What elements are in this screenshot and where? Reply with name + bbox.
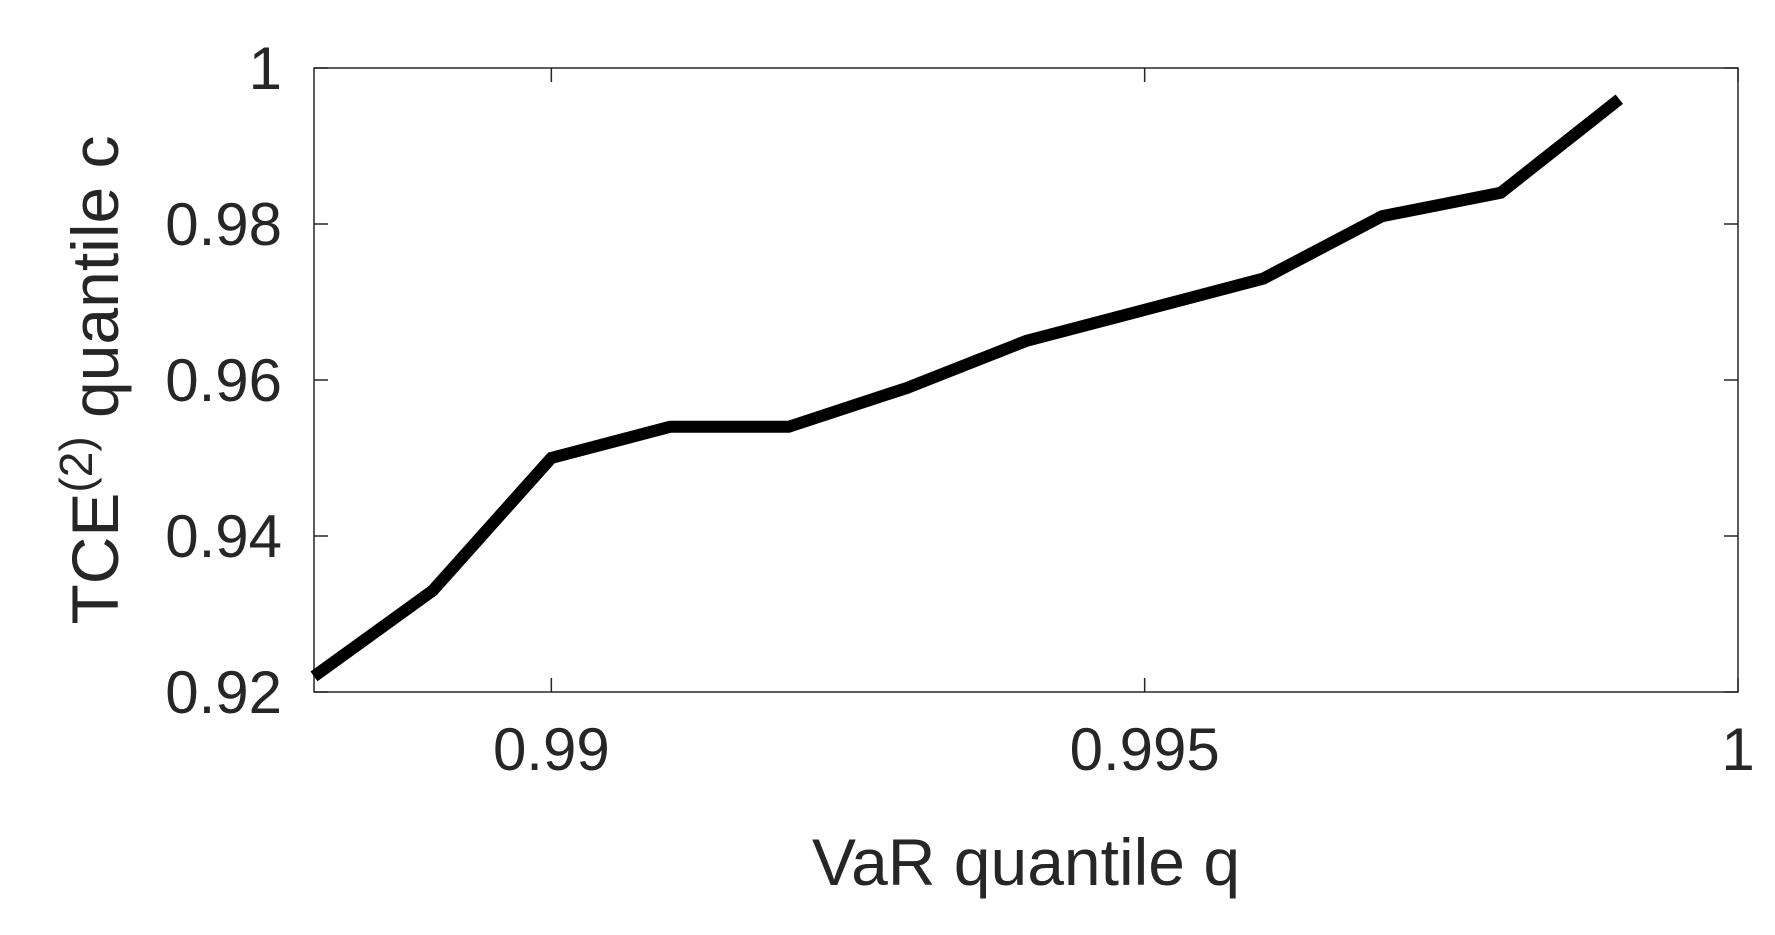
- y-axis-label-superscript: (2): [50, 436, 102, 492]
- x-tick-label: 0.995: [1070, 716, 1220, 783]
- x-tick-labels: 0.99 0.995 1: [493, 716, 1755, 783]
- x-axis-label: VaR quantile q: [812, 825, 1240, 899]
- y-tick-label: 1: [249, 35, 282, 102]
- y-tick-label: 0.92: [165, 659, 282, 726]
- y-tick-label: 0.98: [165, 191, 282, 258]
- x-tick-label: 1: [1721, 716, 1754, 783]
- series-line: [310, 94, 1624, 682]
- x-tick-label: 0.99: [493, 716, 610, 783]
- y-tick-label: 0.96: [165, 347, 282, 414]
- plot-area-frame: [313, 67, 1739, 693]
- y-axis-label-main: TCE: [58, 493, 132, 625]
- y-axis-label: TCE(2) quantile c: [50, 135, 132, 624]
- y-tick-label: 0.94: [165, 503, 282, 570]
- y-axis-label-suffix: quantile c: [58, 135, 132, 436]
- y-tick-labels: 0.92 0.94 0.96 0.98 1: [165, 35, 282, 726]
- ticks-layer: [314, 67, 1739, 693]
